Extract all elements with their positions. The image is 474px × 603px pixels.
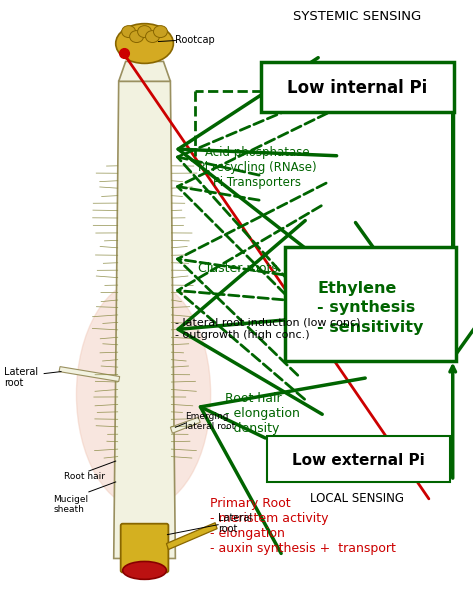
Ellipse shape bbox=[129, 31, 144, 43]
Text: Mucigel
sheath: Mucigel sheath bbox=[53, 495, 88, 514]
Ellipse shape bbox=[123, 561, 166, 579]
FancyArrowPatch shape bbox=[178, 58, 337, 252]
Text: Low internal Pi: Low internal Pi bbox=[287, 79, 428, 97]
FancyBboxPatch shape bbox=[261, 62, 454, 112]
Polygon shape bbox=[118, 62, 170, 81]
Text: Root hair: Root hair bbox=[64, 472, 105, 481]
FancyArrowPatch shape bbox=[356, 223, 474, 360]
Text: Primary Root
- meristem activity
- elongation
- auxin synthesis +  transport: Primary Root - meristem activity - elong… bbox=[210, 497, 396, 555]
Polygon shape bbox=[59, 367, 120, 382]
Ellipse shape bbox=[122, 25, 136, 37]
Polygon shape bbox=[170, 417, 200, 433]
FancyBboxPatch shape bbox=[121, 523, 168, 572]
Text: Emerging
lateral root: Emerging lateral root bbox=[185, 412, 236, 431]
Ellipse shape bbox=[154, 25, 167, 37]
Ellipse shape bbox=[146, 31, 159, 43]
Polygon shape bbox=[114, 81, 175, 558]
FancyArrowPatch shape bbox=[178, 206, 322, 399]
Text: LOCAL SENSING: LOCAL SENSING bbox=[310, 492, 404, 505]
Text: Lateral
root: Lateral root bbox=[218, 513, 252, 534]
Text: Rootcap: Rootcap bbox=[175, 34, 215, 45]
Text: Root hair
- elongation
- density: Root hair - elongation - density bbox=[225, 393, 300, 435]
Ellipse shape bbox=[76, 280, 210, 509]
FancyBboxPatch shape bbox=[267, 436, 450, 482]
FancyBboxPatch shape bbox=[285, 247, 456, 361]
Text: Lateral
root: Lateral root bbox=[4, 367, 38, 388]
FancyArrowPatch shape bbox=[177, 92, 331, 282]
Ellipse shape bbox=[116, 24, 173, 63]
FancyArrowPatch shape bbox=[177, 113, 328, 305]
Text: SYSTEMIC SENSING: SYSTEMIC SENSING bbox=[293, 10, 421, 23]
Text: Cluster roots: Cluster roots bbox=[198, 262, 278, 275]
Text: Low external Pi: Low external Pi bbox=[292, 453, 425, 467]
Text: Acid phosphatase
Pi recycling (RNAse)
Pi Transporters: Acid phosphatase Pi recycling (RNAse) Pi… bbox=[198, 146, 316, 189]
Polygon shape bbox=[166, 523, 217, 549]
FancyArrowPatch shape bbox=[201, 378, 365, 554]
FancyArrowPatch shape bbox=[177, 183, 327, 375]
Text: - lateral root induction (low conc)
- outgrowth (high conc.): - lateral root induction (low conc) - ou… bbox=[175, 318, 361, 339]
Text: Ethylene
- synthesis
- sensitivity: Ethylene - synthesis - sensitivity bbox=[317, 280, 423, 335]
Ellipse shape bbox=[137, 25, 152, 37]
FancyArrowPatch shape bbox=[178, 221, 322, 414]
